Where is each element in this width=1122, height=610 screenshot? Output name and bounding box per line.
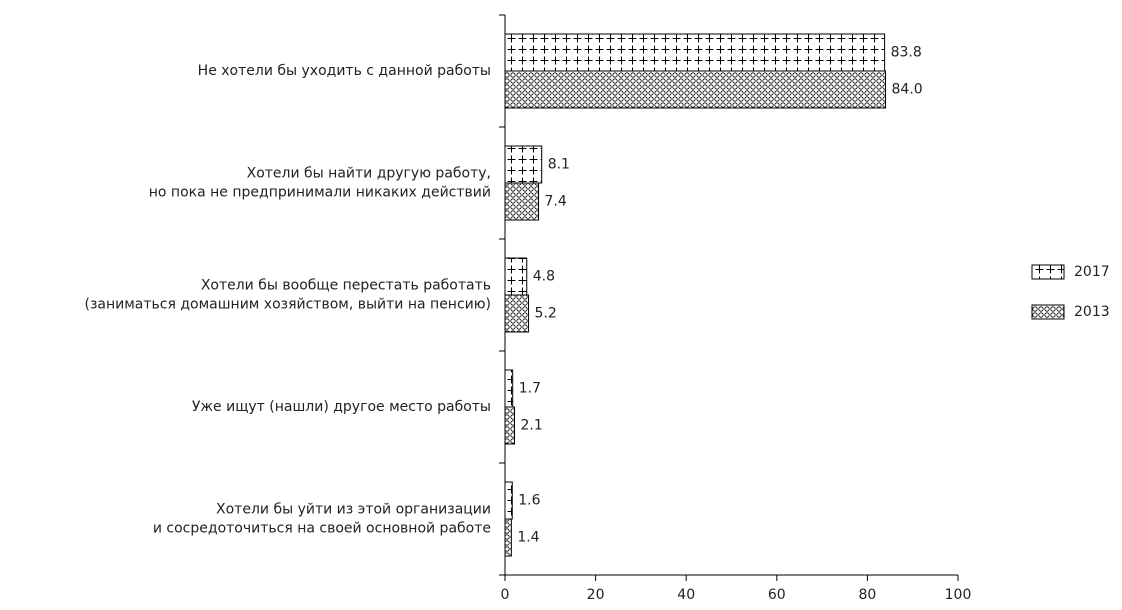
value-label: 8.1 <box>548 157 570 173</box>
x-tick-label: 100 <box>945 587 972 603</box>
x-tick-label: 0 <box>501 587 510 603</box>
x-tick-label: 60 <box>768 587 786 603</box>
legend-swatch <box>1031 304 1065 320</box>
value-label: 1.4 <box>517 530 539 546</box>
category-label: Хотели бы уйти из этой организации <box>216 502 491 518</box>
value-label: 5.2 <box>535 306 557 322</box>
x-tick-label: 80 <box>858 587 876 603</box>
value-label: 4.8 <box>533 269 555 285</box>
bar <box>504 294 530 333</box>
value-label: 7.4 <box>545 194 567 210</box>
value-label: 83.8 <box>891 45 922 61</box>
value-label: 1.6 <box>518 493 540 509</box>
bar <box>504 257 528 296</box>
bar <box>504 33 886 72</box>
category-label: Хотели бы вообще перестать работать <box>201 278 491 294</box>
bar <box>504 182 540 221</box>
category-label: Уже ищут (нашли) другое место работы <box>192 399 491 415</box>
bar <box>504 406 516 445</box>
value-label: 84.0 <box>892 82 923 98</box>
value-label: 2.1 <box>521 418 543 434</box>
x-tick-label: 20 <box>587 587 605 603</box>
category-label: и сосредоточиться на своей основной рабо… <box>153 521 491 537</box>
legend-label: 2017 <box>1074 264 1110 280</box>
category-label: но пока не предпринимали никаких действи… <box>149 185 491 201</box>
category-label: Хотели бы найти другую работу, <box>247 166 491 182</box>
bar <box>504 518 512 557</box>
category-label: (заниматься домашним хозяйством, выйти н… <box>84 297 491 313</box>
bar <box>504 70 887 109</box>
legend-label: 2013 <box>1074 304 1110 320</box>
bar <box>504 145 543 184</box>
bar <box>504 369 514 408</box>
category-label: Не хотели бы уходить с данной работы <box>198 63 491 79</box>
x-tick-label: 40 <box>677 587 695 603</box>
value-label: 1.7 <box>519 381 541 397</box>
bar <box>504 481 513 520</box>
legend-swatch <box>1031 264 1065 280</box>
